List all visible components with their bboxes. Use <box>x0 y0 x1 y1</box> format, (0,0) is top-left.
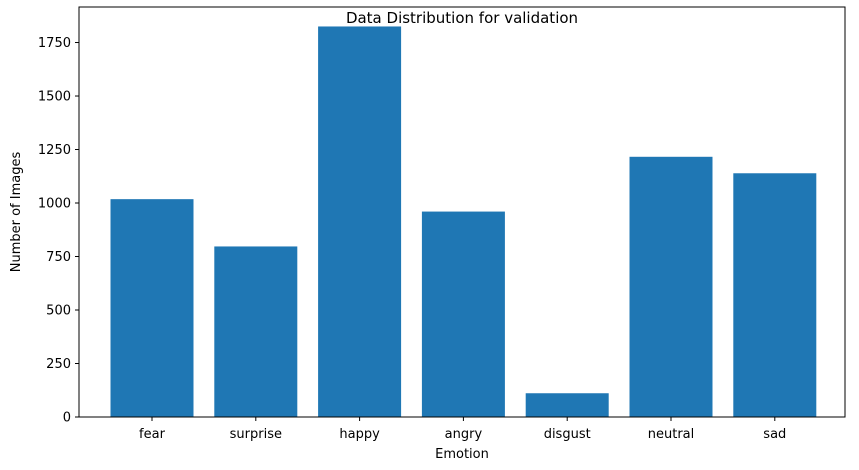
bar-fear <box>110 199 194 417</box>
y-tick-label: 0 <box>63 411 71 426</box>
bars-group <box>110 26 817 417</box>
y-tick-label: 1750 <box>38 36 71 51</box>
y-axis-label: Number of Images <box>9 152 24 273</box>
x-axis-ticks: fear surprise happy angry disgust neutral sad <box>139 417 786 442</box>
y-tick-label: 1500 <box>38 90 71 105</box>
y-tick-label: 500 <box>46 304 71 319</box>
x-tick-label: happy <box>339 427 380 442</box>
y-tick-label: 1000 <box>38 197 71 212</box>
plot-frame <box>78 6 846 418</box>
x-tick-label: disgust <box>544 427 591 442</box>
y-axis-ticks: 0 250 500 750 1000 1250 1500 1750 <box>38 36 79 426</box>
y-tick-label: 250 <box>46 357 71 372</box>
x-tick-label: angry <box>445 427 483 442</box>
x-tick-label: neutral <box>648 427 695 442</box>
bar-angry <box>421 211 505 417</box>
x-tick-label: fear <box>139 427 166 442</box>
bar-happy <box>318 26 402 417</box>
x-tick-label: surprise <box>230 427 282 442</box>
bar-surprise <box>214 246 298 417</box>
chart-title: Data Distribution for validation <box>346 9 578 27</box>
bar-neutral <box>629 156 713 417</box>
bar-sad <box>733 173 817 417</box>
y-tick-label: 750 <box>46 250 71 265</box>
x-tick-label: sad <box>763 427 786 442</box>
x-axis-label: Emotion <box>435 447 489 462</box>
y-tick-label: 1250 <box>38 143 71 158</box>
bar-disgust <box>525 393 609 417</box>
